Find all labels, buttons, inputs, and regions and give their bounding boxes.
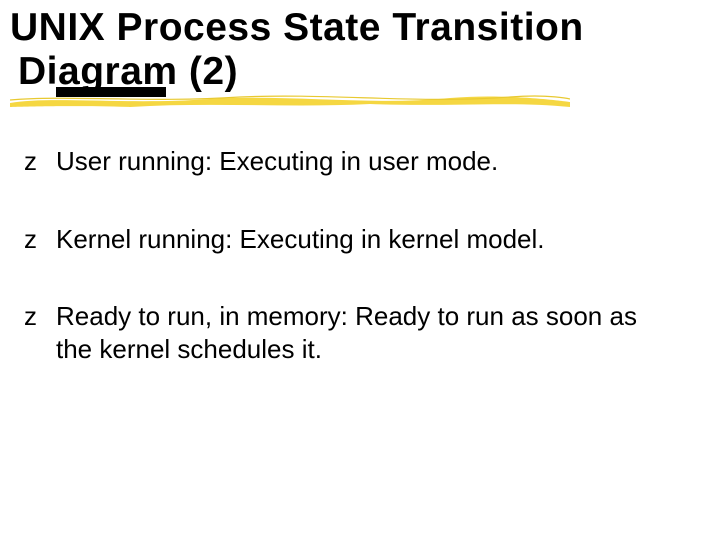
slide-title-line1: UNIX Process State Transition bbox=[10, 6, 720, 50]
list-item: z Kernel running: Executing in kernel mo… bbox=[24, 223, 680, 256]
title-underline bbox=[10, 87, 570, 109]
bullet-marker: z bbox=[24, 300, 42, 333]
black-accent-bar bbox=[56, 87, 166, 97]
bullet-text: Kernel running: Executing in kernel mode… bbox=[56, 223, 680, 256]
bullet-text: User running: Executing in user mode. bbox=[56, 145, 680, 178]
list-item: z User running: Executing in user mode. bbox=[24, 145, 680, 178]
bullet-text: Ready to run, in memory: Ready to run as… bbox=[56, 300, 680, 367]
bullet-marker: z bbox=[24, 223, 42, 256]
content-area: z User running: Executing in user mode. … bbox=[0, 109, 720, 366]
title-block: UNIX Process State Transition Diagram (2… bbox=[0, 0, 720, 93]
list-item: z Ready to run, in memory: Ready to run … bbox=[24, 300, 680, 367]
slide: UNIX Process State Transition Diagram (2… bbox=[0, 0, 720, 540]
bullet-marker: z bbox=[24, 145, 42, 178]
